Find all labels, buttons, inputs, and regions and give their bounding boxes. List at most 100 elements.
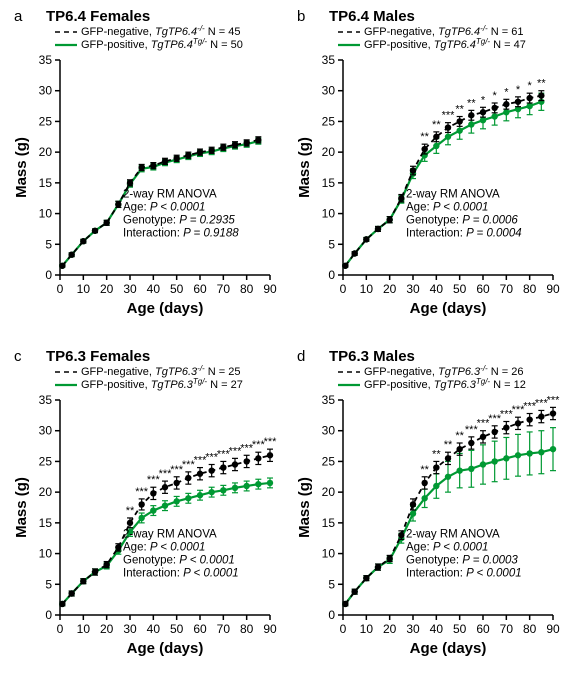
x-tick-label: 0 — [340, 622, 347, 636]
significance-marker: *** — [547, 394, 561, 406]
x-tick-label: 30 — [123, 622, 137, 636]
anova-heading: 2-way RM ANOVA — [406, 528, 500, 540]
anova-line: Age: P < 0.0001 — [406, 201, 488, 213]
panel-c: 010203040506070809005101520253035Age (da… — [10, 345, 280, 665]
x-tick-label: 60 — [476, 622, 490, 636]
anova-line: Interaction: P = 0.0004 — [406, 227, 522, 239]
panel-d: 010203040506070809005101520253035Age (da… — [293, 345, 563, 665]
anova-line: Interaction: P = 0.9188 — [123, 227, 239, 239]
significance-marker: * — [504, 86, 509, 98]
x-tick-label: 80 — [523, 282, 537, 296]
x-axis-label: Age (days) — [127, 640, 204, 657]
y-axis-label: Mass (g) — [13, 137, 30, 198]
legend-entry: GFP-positive, TgTP6.4Tg/- N = 47 — [364, 37, 526, 52]
y-tick-label: 5 — [328, 237, 335, 251]
significance-marker: *** — [442, 110, 456, 122]
y-tick-label: 0 — [328, 608, 335, 622]
significance-marker: *** — [264, 436, 278, 448]
significance-marker: *** — [135, 486, 149, 498]
y-tick-label: 15 — [39, 516, 53, 530]
anova-line: Genotype: P < 0.0001 — [123, 554, 235, 566]
x-tick-label: 70 — [217, 622, 231, 636]
x-tick-label: 20 — [100, 282, 114, 296]
y-tick-label: 10 — [322, 547, 336, 561]
y-tick-label: 10 — [39, 207, 53, 221]
x-tick-label: 40 — [430, 282, 444, 296]
significance-marker: ** — [126, 505, 135, 517]
x-tick-label: 90 — [546, 622, 560, 636]
significance-marker: * — [493, 90, 498, 102]
legend-entry: GFP-negative, TgTP6.4-/- N = 61 — [364, 24, 524, 39]
anova-line: Genotype: P = 0.0006 — [406, 214, 518, 226]
y-tick-label: 5 — [45, 237, 52, 251]
significance-marker: ** — [537, 78, 546, 90]
y-tick-label: 35 — [39, 393, 53, 407]
x-axis-label: Age (days) — [410, 640, 487, 657]
x-tick-label: 70 — [500, 622, 514, 636]
y-tick-label: 25 — [322, 114, 336, 128]
y-tick-label: 0 — [45, 268, 52, 282]
anova-heading: 2-way RM ANOVA — [123, 188, 217, 200]
x-axis-label: Age (days) — [127, 300, 204, 317]
x-tick-label: 0 — [57, 282, 64, 296]
y-tick-label: 0 — [45, 608, 52, 622]
y-tick-label: 10 — [39, 547, 53, 561]
x-tick-label: 10 — [360, 282, 374, 296]
panel-letter: b — [297, 8, 305, 25]
y-tick-label: 30 — [39, 424, 53, 438]
x-tick-label: 50 — [170, 622, 184, 636]
panel-title: TP6.4 Males — [329, 8, 415, 25]
x-tick-label: 50 — [170, 282, 184, 296]
x-axis-label: Age (days) — [410, 300, 487, 317]
y-tick-label: 20 — [39, 145, 53, 159]
x-tick-label: 90 — [263, 622, 277, 636]
panel-title: TP6.4 Females — [46, 8, 150, 25]
x-tick-label: 30 — [406, 282, 420, 296]
y-tick-label: 15 — [322, 176, 336, 190]
x-tick-label: 10 — [77, 282, 91, 296]
y-tick-label: 30 — [39, 84, 53, 98]
significance-marker: ** — [444, 439, 453, 451]
x-tick-label: 20 — [100, 622, 114, 636]
x-tick-label: 20 — [383, 282, 397, 296]
significance-marker: ** — [432, 119, 441, 131]
panel-letter: c — [14, 348, 22, 365]
legend-entry: GFP-negative, TgTP6.3-/- N = 26 — [364, 364, 524, 379]
figure: 010203040506070809005101520253035Age (da… — [0, 0, 567, 673]
y-axis-label: Mass (g) — [13, 477, 30, 538]
anova-line: Interaction: P < 0.0001 — [123, 567, 239, 579]
y-tick-label: 20 — [322, 485, 336, 499]
panel-letter: a — [14, 8, 23, 25]
y-tick-label: 30 — [322, 424, 336, 438]
y-tick-label: 25 — [322, 454, 336, 468]
legend-entry: GFP-negative, TgTP6.4-/- N = 45 — [81, 24, 241, 39]
y-tick-label: 5 — [328, 577, 335, 591]
anova-line: Age: P < 0.0001 — [123, 201, 205, 213]
significance-marker: * — [528, 80, 533, 92]
y-axis-label: Mass (g) — [296, 477, 313, 538]
anova-heading: 2-way RM ANOVA — [123, 528, 217, 540]
significance-marker: * — [516, 84, 521, 96]
x-tick-label: 40 — [430, 622, 444, 636]
y-tick-label: 25 — [39, 114, 53, 128]
x-tick-label: 60 — [193, 622, 207, 636]
anova-line: Age: P < 0.0001 — [406, 541, 488, 553]
x-tick-label: 30 — [123, 282, 137, 296]
y-tick-label: 30 — [322, 84, 336, 98]
x-tick-label: 20 — [383, 622, 397, 636]
significance-marker: ** — [420, 464, 429, 476]
anova-line: Genotype: P = 0.0003 — [406, 554, 518, 566]
y-tick-label: 35 — [39, 53, 53, 67]
panel-a: 010203040506070809005101520253035Age (da… — [10, 5, 280, 325]
significance-marker: ** — [455, 104, 464, 116]
y-tick-label: 20 — [39, 485, 53, 499]
anova-heading: 2-way RM ANOVA — [406, 188, 500, 200]
x-tick-label: 80 — [240, 282, 254, 296]
x-tick-label: 80 — [523, 622, 537, 636]
panel-title: TP6.3 Males — [329, 348, 415, 365]
panel-letter: d — [297, 348, 305, 365]
x-tick-label: 40 — [147, 282, 161, 296]
anova-line: Age: P < 0.0001 — [123, 541, 205, 553]
significance-marker: ** — [420, 131, 429, 143]
y-tick-label: 15 — [322, 516, 336, 530]
